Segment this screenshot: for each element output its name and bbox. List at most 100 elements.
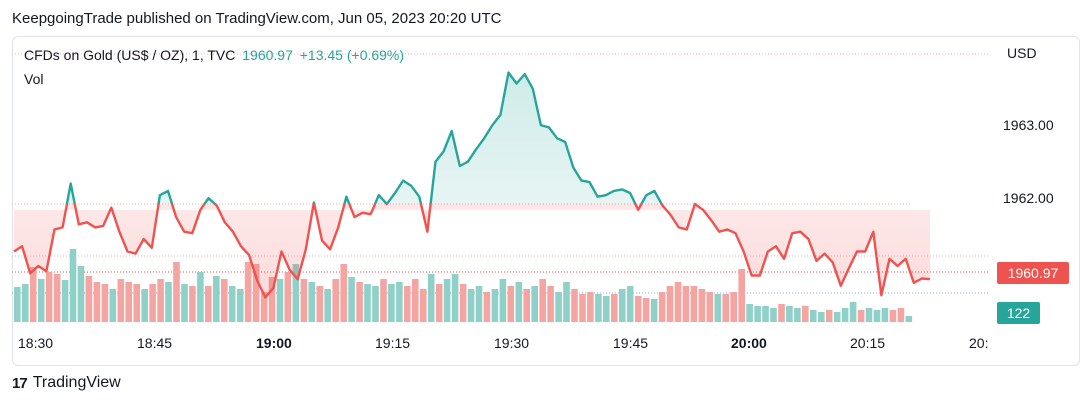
volume-bar (380, 279, 387, 322)
price-tick-1963: 1963.00 (1003, 117, 1054, 133)
volume-bar (714, 294, 722, 322)
time-tick: 18:45 (137, 335, 172, 351)
area-below-baseline (14, 204, 930, 298)
volume-bar (435, 284, 443, 322)
symbol-name: CFDs on Gold (US$ / OZ), 1, TVC (24, 47, 236, 63)
volume-bar (173, 262, 180, 322)
volume-bar (754, 306, 761, 322)
volume-bar (348, 277, 355, 322)
volume-bar (22, 284, 29, 322)
volume-bar (109, 289, 117, 322)
volume-bar (491, 289, 499, 322)
volume-bar (849, 302, 857, 322)
volume-bar (443, 279, 451, 322)
volume-bar (873, 310, 881, 322)
volume-bar (865, 308, 873, 322)
volume-bar (308, 282, 316, 322)
volume-bar (125, 282, 132, 322)
volume-bar (642, 298, 650, 322)
volume-bar (53, 274, 61, 322)
volume-bar (619, 289, 626, 322)
price-line-down (13, 204, 931, 299)
volume-bar (404, 286, 411, 322)
price-change: +13.45 (+0.69%) (299, 47, 405, 63)
volume-bar (292, 264, 300, 322)
volume-bar (905, 316, 913, 322)
volume-bar (555, 292, 562, 322)
volume-bar (93, 282, 101, 322)
volume-bar (364, 284, 371, 322)
price-line (13, 71, 931, 299)
volume-bar (157, 279, 164, 322)
volume-bar (356, 282, 363, 322)
volume-bar (515, 282, 523, 322)
volume-bar (778, 304, 785, 322)
volume-bar (626, 286, 634, 322)
publisher-line: KeepgoingTrade published on TradingView.… (12, 10, 502, 27)
time-tick: 20: (969, 335, 988, 351)
volume-bar (738, 269, 745, 322)
volume-bar (881, 308, 889, 322)
volume-bar (228, 286, 236, 322)
chart-legend: CFDs on Gold (US$ / OZ), 1, TVC 1960.97 … (24, 47, 407, 63)
volume-tag: 122 (997, 302, 1040, 324)
area-fill (14, 72, 930, 298)
volume-bar (427, 274, 435, 322)
volume-bar (316, 286, 324, 322)
volume-bar (77, 266, 85, 322)
volume-bar (324, 289, 331, 322)
tradingview-logo-icon: 17 (12, 374, 28, 392)
volume-bar (833, 312, 841, 322)
volume-bar (388, 284, 395, 322)
volume-bar (563, 282, 570, 322)
volume-bar (260, 292, 268, 322)
volume-bar (690, 286, 698, 322)
volume-bar (45, 272, 53, 322)
volume-bar (730, 292, 737, 322)
volume-bar (205, 286, 212, 322)
time-tick: 20:00 (731, 335, 767, 351)
currency-label: USD (1007, 45, 1037, 61)
volume-bar (244, 262, 252, 322)
volume-bar (658, 292, 666, 322)
volume-bar (300, 279, 308, 322)
price-line-up (65, 71, 697, 204)
time-tick: 19:45 (613, 335, 648, 351)
footer-brand[interactable]: 17 TradingView (12, 374, 121, 392)
price-tick-1962: 1962.00 (1003, 190, 1054, 206)
chart-frame[interactable] (12, 36, 1080, 366)
volume-bar (189, 286, 196, 322)
volume-bar (770, 308, 777, 322)
volume-bar (634, 296, 642, 322)
last-price-value: 1960.97 (242, 47, 293, 63)
volume-bar (841, 308, 849, 322)
volume-bar (611, 294, 618, 322)
volume-bar (467, 289, 475, 322)
volume-bar (571, 289, 578, 322)
time-tick: 19:00 (256, 335, 292, 351)
volume-bar (69, 249, 77, 322)
brand-name: TradingView (32, 374, 121, 391)
volume-bar (682, 286, 690, 322)
volume-bar (531, 286, 538, 322)
volume-bar (37, 279, 45, 322)
volume-bar (268, 277, 276, 322)
volume-bar (786, 306, 793, 322)
time-tick: 18:30 (18, 335, 53, 351)
time-tick: 19:15 (375, 335, 410, 351)
volume-bar (674, 282, 682, 322)
volume-bar (372, 286, 379, 322)
time-tick: 20:15 (850, 335, 885, 351)
volume-bar (149, 284, 156, 322)
volume-bar (825, 310, 833, 322)
volume-bar (117, 279, 125, 322)
volume-bar (579, 294, 586, 322)
volume-bar (698, 289, 706, 322)
volume-bar (85, 276, 93, 322)
volume-bar (221, 279, 228, 322)
time-axis: 18:30 18:45 19:00 19:15 19:30 19:45 20:00 20:15… (18, 335, 988, 351)
volume-bar (650, 299, 658, 322)
volume-bar (420, 289, 427, 322)
volume-bar (897, 308, 905, 322)
